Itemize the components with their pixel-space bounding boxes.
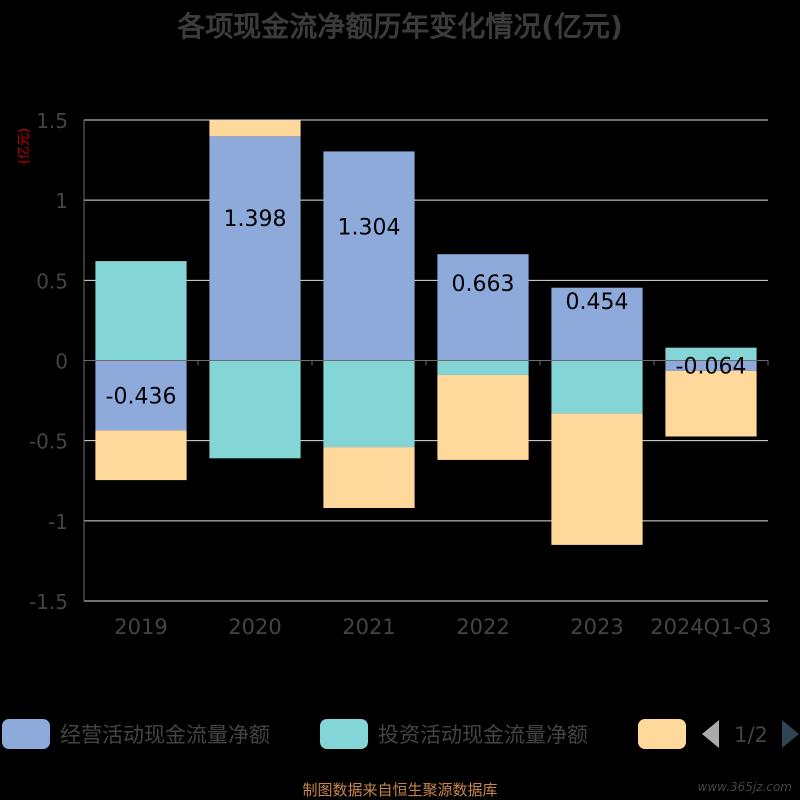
bar-2-2021	[323, 360, 415, 448]
legend-swatch-3	[638, 719, 686, 749]
data-label: 0.454	[566, 290, 629, 315]
y-tick-label: -0.5	[29, 430, 68, 454]
chart-title: 各项现金流净额历年变化情况(亿元)	[176, 10, 623, 43]
footer-source: 制图数据来自恒生聚源数据库	[302, 781, 497, 799]
x-tick-label: 2022	[456, 615, 509, 639]
y-tick-label: -1	[48, 510, 68, 534]
bar-3-2023	[551, 413, 643, 545]
bar-3-2019	[95, 430, 187, 481]
data-label: -0.064	[676, 355, 747, 380]
x-tick-label: 2021	[342, 615, 395, 639]
legend-label: 投资活动现金流量净额	[378, 723, 588, 747]
bar-1-2024Q1-Q3	[665, 360, 757, 371]
data-label: 0.663	[452, 272, 515, 297]
watermark: www.365jz.com	[697, 780, 792, 794]
data-labels: -0.436 1.398 1.304 0.663 0.454 -0.064	[106, 207, 747, 409]
legend-page-indicator: 1/2	[734, 723, 768, 747]
data-label: 1.398	[224, 207, 287, 232]
y-axis-label: (亿元)	[17, 128, 32, 164]
bars	[95, 120, 757, 545]
y-tick-label: 0	[55, 350, 68, 374]
bar-1-2022	[437, 254, 529, 361]
legend-swatch-2	[320, 719, 368, 749]
bar-1-2019	[95, 360, 187, 431]
legend: 经营活动现金流量净额 投资活动现金流量净额 1/2	[2, 719, 799, 749]
bar-2-2024Q1-Q3	[665, 347, 757, 361]
bar-2-2020	[209, 360, 301, 459]
legend-label: 经营活动现金流量净额	[60, 723, 270, 747]
bar-2-2023	[551, 360, 643, 414]
x-tick-label: 2023	[570, 615, 623, 639]
bar-3-2020	[209, 120, 301, 137]
y-axis: 1.5 1 0.5 0 -0.5 -1 -1.5	[29, 109, 85, 614]
x-tick-label: 2024Q1-Q3	[650, 615, 772, 639]
bar-1-2023	[551, 287, 643, 361]
bar-3-2021	[323, 447, 415, 509]
bar-1-2020	[209, 136, 301, 361]
y-tick-label: -1.5	[29, 590, 68, 614]
bar-2-2019	[95, 261, 187, 361]
x-axis: 2019 2020 2021 2022 2023 2024Q1-Q3	[83, 360, 772, 639]
y-tick-label: 0.5	[36, 269, 68, 293]
bar-3-2022	[437, 374, 529, 460]
bar-3-2024Q1-Q3	[665, 370, 757, 437]
y-tick-label: 1.5	[36, 109, 68, 133]
bar-2-2022	[437, 360, 529, 375]
legend-swatch-1	[2, 719, 50, 749]
data-label: 1.304	[338, 215, 401, 240]
x-tick-label: 2019	[114, 615, 167, 639]
bar-1-2021	[323, 151, 415, 361]
x-tick-label: 2020	[228, 615, 281, 639]
legend-next-arrow-icon[interactable]	[782, 720, 799, 748]
y-tick-label: 1	[55, 189, 68, 213]
legend-prev-arrow-icon[interactable]	[702, 720, 719, 748]
data-label: -0.436	[106, 384, 177, 409]
